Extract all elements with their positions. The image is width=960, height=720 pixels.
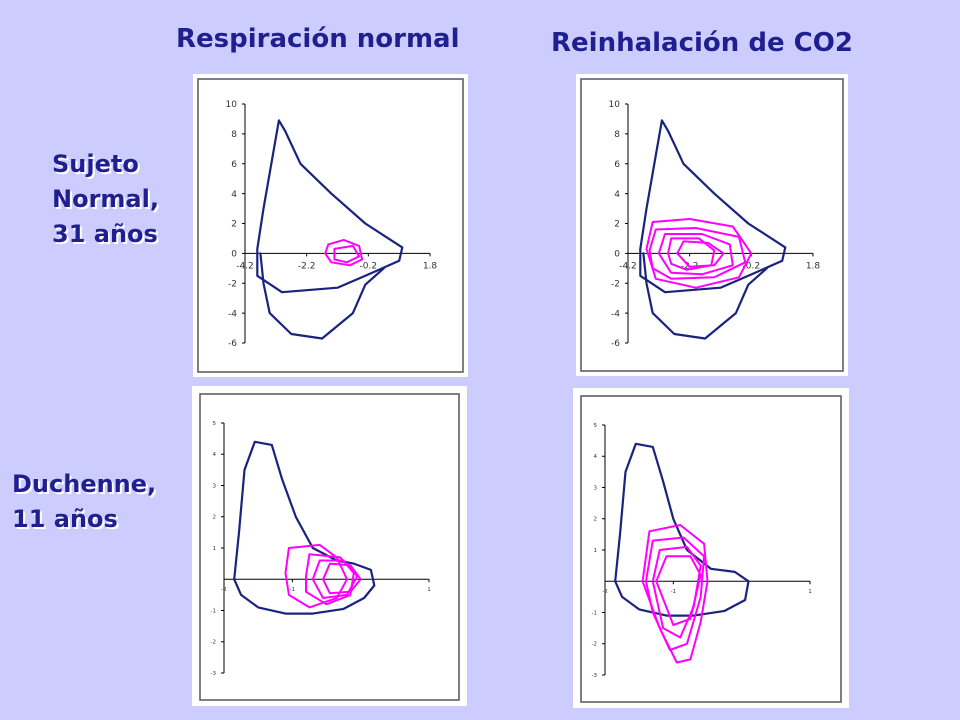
row-label-line: Normal, xyxy=(52,185,159,213)
chart-panel-duchenne-normal-breathing: 5 4 3 2 1 -1 -2 -3 -2 -1 1 xyxy=(192,386,467,706)
row-label-line: 11 años xyxy=(12,505,118,533)
maximal-flow-volume-loop xyxy=(642,252,768,340)
flow-volume-chart: 10 8 6 4 2 0 -2 -4 -6 -4.2 -2.2 -0.2 1.8 xyxy=(197,78,464,373)
y-tick-label: 2 xyxy=(231,220,237,230)
y-tick-label: 1 xyxy=(213,546,217,552)
row-label-line: Duchenne, xyxy=(12,470,157,498)
y-tick-label: 0 xyxy=(614,250,620,260)
plot-frame xyxy=(197,78,464,373)
y-tick-label: -1 xyxy=(592,610,597,616)
plot-frame xyxy=(580,78,844,372)
tidal-breath-loop xyxy=(645,536,706,651)
x-tick-label: -2 xyxy=(602,589,607,595)
y-tick-label: -6 xyxy=(228,339,237,349)
x-tick-label: -1 xyxy=(290,587,295,593)
tidal-breath-loop xyxy=(322,562,362,595)
y-tick-label: 2 xyxy=(213,515,217,521)
maximal-flow-volume-loop xyxy=(639,119,787,294)
y-tick-label: -2 xyxy=(211,640,216,646)
column-title-normal-breathing: Respiración normal xyxy=(176,24,460,54)
y-tick-label: 6 xyxy=(231,160,237,170)
plot-frame xyxy=(199,393,460,701)
x-tick-label: -2 xyxy=(221,587,226,593)
y-tick-label: -1 xyxy=(211,608,216,614)
y-tick-label: -4 xyxy=(611,309,620,319)
flow-volume-chart: 5 4 3 2 1 -1 -2 -3 -2 -1 1 xyxy=(199,393,460,701)
tidal-breath-loop xyxy=(676,240,725,268)
x-tick-label: 1.8 xyxy=(423,261,438,271)
row-label-line: Sujeto xyxy=(52,150,139,178)
y-tick-label: 2 xyxy=(594,517,598,523)
y-tick-label: 0 xyxy=(231,250,237,260)
tidal-breath-loop xyxy=(645,218,753,289)
y-tick-label: -3 xyxy=(592,673,598,679)
x-tick-label: -0.2 xyxy=(743,261,761,271)
tidal-breath-loop xyxy=(667,237,716,271)
tidal-breath-loop xyxy=(648,227,747,280)
y-tick-label: -4 xyxy=(228,309,237,319)
tidal-breath-loop xyxy=(333,244,361,264)
y-tick-label: 1 xyxy=(594,548,598,554)
tidal-breath-loop xyxy=(657,233,734,276)
plot-frame xyxy=(580,395,842,703)
tidal-breath-loop xyxy=(324,238,364,267)
y-tick-label: -3 xyxy=(211,671,217,677)
y-tick-label: 5 xyxy=(594,423,598,429)
y-tick-label: 6 xyxy=(614,160,620,170)
x-tick-label: -0.2 xyxy=(360,261,378,271)
row-label-normal-subject: Sujeto Normal, 31 años xyxy=(52,147,212,252)
y-tick-label: 4 xyxy=(231,190,237,200)
y-tick-label: 10 xyxy=(609,100,621,110)
x-tick-label: -4.2 xyxy=(619,261,637,271)
y-tick-label: 2 xyxy=(614,220,620,230)
maximal-flow-volume-loop xyxy=(614,442,750,617)
x-tick-label: -4.2 xyxy=(236,261,254,271)
maximal-flow-volume-loop xyxy=(259,252,385,340)
y-tick-label: 4 xyxy=(213,452,217,458)
column-title-co2-rebreathing: Reinhalación de CO2 xyxy=(551,28,853,58)
row-label-duchenne-subject: Duchenne, 11 años xyxy=(12,467,192,537)
y-tick-label: 8 xyxy=(231,130,237,140)
chart-panel-duchenne-co2-rebreathing: 5 4 3 2 1 -1 -2 -3 -2 -1 1 xyxy=(573,388,849,708)
y-tick-label: 3 xyxy=(213,483,217,489)
tidal-breath-loop xyxy=(284,543,348,609)
y-tick-label: 10 xyxy=(226,100,238,110)
y-tick-label: 3 xyxy=(594,485,598,491)
x-tick-label: -2.2 xyxy=(298,261,316,271)
y-tick-label: -6 xyxy=(611,339,620,349)
y-tick-label: 8 xyxy=(614,130,620,140)
flow-volume-chart: 5 4 3 2 1 -1 -2 -3 -2 -1 1 xyxy=(580,395,842,703)
x-tick-label: 1 xyxy=(427,587,431,593)
tidal-breath-loop xyxy=(655,555,702,626)
row-label-line: 31 años xyxy=(52,220,158,248)
x-tick-label: 1.8 xyxy=(806,261,821,271)
y-tick-label: -2 xyxy=(592,642,597,648)
y-tick-label: -2 xyxy=(228,279,237,289)
chart-panel-normal-subject-normal-breathing: 10 8 6 4 2 0 -2 -4 -6 -4.2 -2.2 -0.2 1.8 xyxy=(193,74,468,377)
y-tick-label: 5 xyxy=(213,421,217,427)
y-tick-label: 4 xyxy=(594,454,598,460)
y-tick-label: -2 xyxy=(611,279,620,289)
y-tick-label: 4 xyxy=(614,190,620,200)
x-tick-label: 1 xyxy=(808,589,812,595)
chart-panel-normal-subject-co2-rebreathing: 10 8 6 4 2 0 -2 -4 -6 -4.2 -2.2 -0.2 1.8 xyxy=(576,74,848,376)
maximal-flow-volume-loop xyxy=(256,119,404,294)
maximal-flow-volume-loop xyxy=(233,440,376,615)
x-tick-label: -1 xyxy=(671,589,676,595)
